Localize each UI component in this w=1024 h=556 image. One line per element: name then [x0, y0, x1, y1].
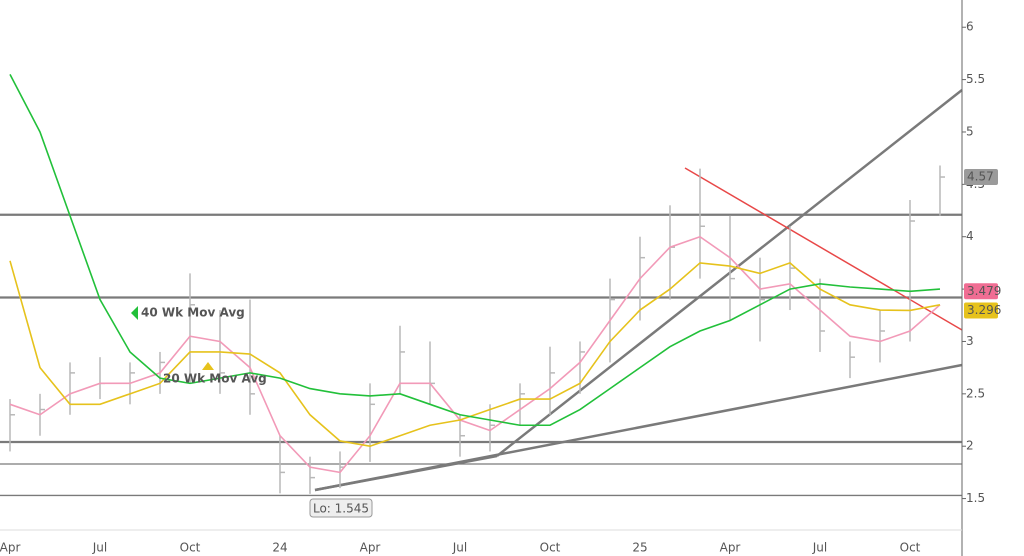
y-tick-label: 2 — [966, 439, 974, 453]
x-tick-label: Oct — [180, 541, 201, 555]
trendline — [684, 167, 963, 331]
x-tick-label: Apr — [720, 541, 741, 555]
x-tick-label: Jul — [92, 541, 107, 555]
low-label-box — [309, 498, 373, 518]
x-tick-label: Jul — [452, 541, 467, 555]
x-tick-label: Oct — [900, 541, 921, 555]
labels-layer: 65.554.543.532.521.5AprJulOct24AprJulOct… — [0, 20, 1001, 555]
x-tick-label: Apr — [360, 541, 381, 555]
y-tick-label: 6 — [966, 20, 974, 34]
x-tick-label: Jul — [812, 541, 827, 555]
legend-label: 40 Wk Mov Avg — [141, 306, 245, 320]
trendline — [314, 454, 498, 492]
price-tag-box — [964, 283, 998, 300]
x-tick-label: Oct — [540, 541, 561, 555]
moving-average-line — [9, 73, 941, 427]
x-tick-label: Apr — [0, 541, 20, 555]
y-tick-label: 1.5 — [966, 491, 985, 505]
moving-average-line — [9, 235, 941, 474]
low-label: Lo: 1.545 — [313, 502, 369, 516]
ma-marker — [131, 306, 138, 320]
y-tick-label: 2.5 — [966, 386, 985, 400]
ma-marker — [202, 362, 214, 370]
y-tick-label: 5.5 — [966, 72, 985, 86]
lines-layer — [9, 73, 941, 474]
price-tag-box — [964, 302, 998, 319]
y-tick-label: 4 — [966, 229, 974, 243]
x-tick-label: 25 — [632, 541, 647, 555]
price-tag: 4.57 — [967, 170, 994, 184]
moving-average-line — [9, 260, 941, 448]
price-tag: 3.479 — [967, 284, 1001, 298]
y-tick-label: 5 — [966, 124, 974, 138]
y-tick-label: 3 — [966, 334, 974, 348]
price-tag: 3.296 — [967, 303, 1001, 317]
x-tick-label: 24 — [272, 541, 287, 555]
plot-area — [0, 0, 962, 530]
price-tag-box — [964, 169, 998, 186]
legend-label: 20 Wk Mov Avg — [163, 372, 267, 386]
